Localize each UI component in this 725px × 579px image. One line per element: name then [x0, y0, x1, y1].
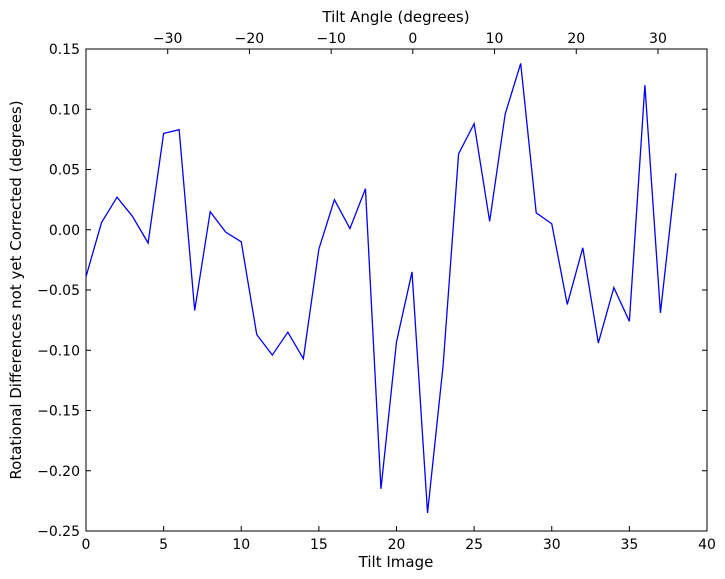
x-tick-label: 10	[232, 537, 250, 553]
y-tick-label: 0.00	[49, 223, 80, 239]
series-group	[85, 63, 677, 513]
x-ticks: 0 5 10 15 20 25 30 35 40	[82, 526, 716, 553]
y-axis-title: Rotational Differences not yet Corrected…	[7, 100, 25, 479]
x-tick-label: 35	[620, 537, 638, 553]
x-axis-title: Tilt Image	[358, 553, 434, 571]
y-tick-label: 0.15	[49, 42, 80, 58]
y-tick-label: 0.05	[49, 163, 80, 179]
plot-area-frame	[85, 48, 708, 532]
top-tick-label: 10	[486, 31, 504, 47]
top-tick-label: 20	[567, 31, 585, 47]
y-tick-label: −0.10	[37, 343, 80, 359]
y-tick-label: −0.15	[37, 404, 80, 420]
x-tick-label: 5	[159, 537, 168, 553]
top-tick-label: 0	[408, 31, 417, 47]
x-tick-label: 15	[310, 537, 328, 553]
y-tick-label: −0.05	[37, 283, 80, 299]
x-tick-label: 40	[698, 537, 716, 553]
y-ticks: −0.25 −0.20 −0.15 −0.10 −0.05 0.00 0.05 0.10 0.1…	[37, 42, 707, 540]
top-tick-label: −10	[316, 31, 346, 47]
top-ticks: −30 −20 −10 0 10 20 30	[153, 31, 667, 54]
top-tick-label: −20	[235, 31, 265, 47]
top-tick-label: −30	[153, 31, 183, 47]
x-tick-label: 0	[82, 537, 91, 553]
series-line	[85, 63, 677, 513]
top-axis-title: Tilt Angle (degrees)	[321, 8, 469, 26]
y-tick-label: 0.10	[49, 102, 80, 118]
x-tick-label: 20	[388, 537, 406, 553]
x-tick-label: 30	[543, 537, 561, 553]
y-tick-label: −0.20	[37, 464, 80, 480]
top-tick-label: 30	[649, 31, 667, 47]
x-tick-label: 25	[465, 537, 483, 553]
y-tick-label: −0.25	[37, 524, 80, 540]
